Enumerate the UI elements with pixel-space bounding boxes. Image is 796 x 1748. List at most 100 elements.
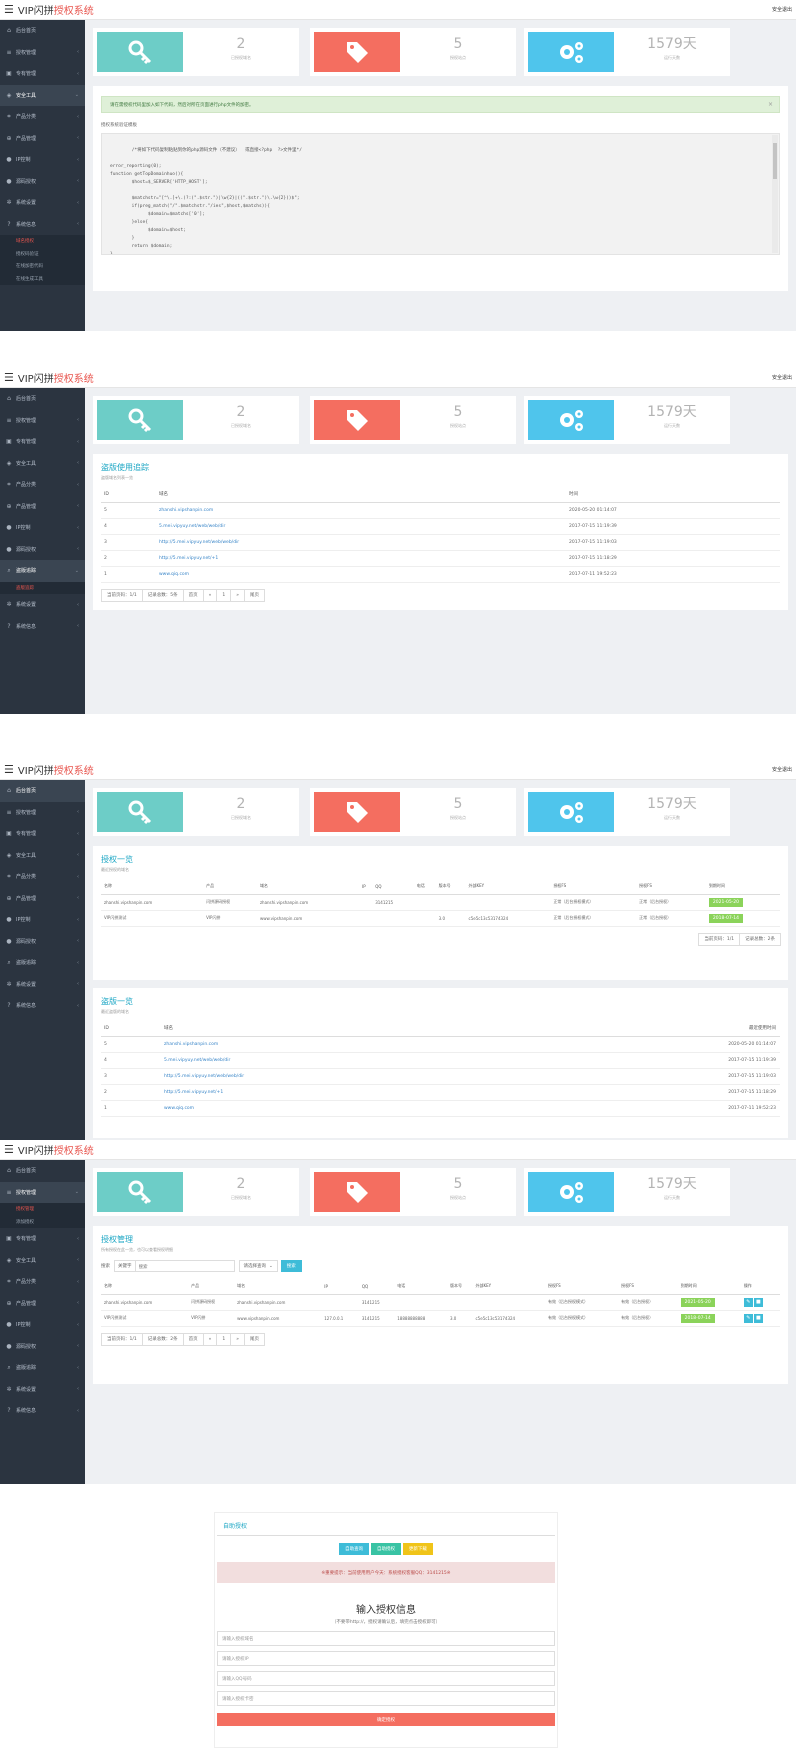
sidebar-item[interactable]: ▣ 专有管理 ‹: [0, 431, 85, 453]
pager-item[interactable]: »: [230, 588, 246, 602]
submenu-item[interactable]: 添加授权: [16, 1219, 34, 1225]
table-cell[interactable]: zhanshi.vipshanpin.com: [161, 1036, 641, 1053]
edit-icon[interactable]: ✎: [743, 1297, 753, 1307]
search-button[interactable]: 搜索: [280, 1260, 302, 1272]
sidebar-item[interactable]: ⌂ 后台首页: [0, 780, 85, 802]
logout-link[interactable]: 安全退出: [771, 375, 792, 381]
submit-button[interactable]: 确定授权: [217, 1713, 555, 1726]
sidebar-item[interactable]: ● IP控制 ‹: [0, 909, 85, 931]
submenu-item[interactable]: 在线生成工具: [16, 276, 43, 282]
logout-link[interactable]: 安全退出: [771, 7, 792, 13]
delete-icon[interactable]: ■: [753, 1313, 763, 1323]
sidebar-item[interactable]: ◈ 安全工具 ‹: [0, 453, 85, 475]
sidebar-item[interactable]: ⌕ 盗版追踪 ‹: [0, 952, 85, 974]
submenu-item[interactable]: 域名授权: [16, 239, 34, 245]
pager-item[interactable]: 记录总数：2条: [141, 1332, 184, 1346]
sidebar-item[interactable]: ● 源码授权 ‹: [0, 931, 85, 953]
pager-item[interactable]: 1: [216, 1332, 232, 1346]
sidebar-item[interactable]: ⊕ 产品管理 ‹: [0, 128, 85, 150]
sidebar-item[interactable]: ? 系统信息 ‹: [0, 1400, 85, 1422]
sidebar-item[interactable]: ● 源码授权 ‹: [0, 171, 85, 193]
sidebar-item[interactable]: ⌗ 产品分类 ‹: [0, 866, 85, 888]
sidebar-item[interactable]: ⌂ 后台首页: [0, 388, 85, 410]
query-button[interactable]: 自助查询: [339, 1543, 370, 1555]
pager-item[interactable]: 当前页码：1/1: [101, 1332, 143, 1346]
pager-item[interactable]: 当前页码：1/1: [101, 588, 143, 602]
table-cell[interactable]: http://5.mei.vipyuy.net/web/web/dir: [156, 534, 566, 551]
sidebar-item[interactable]: ≡ 授权管理 ⌄: [0, 1181, 85, 1203]
auth-input-field[interactable]: 请输入授权IP: [217, 1651, 555, 1666]
table-cell[interactable]: www.qiq.com: [161, 1100, 641, 1117]
sidebar-item[interactable]: ? 系统信息 ‹: [0, 995, 85, 1017]
sidebar-item[interactable]: ◈ 安全工具 ‹: [0, 1250, 85, 1272]
sidebar-item[interactable]: ⌕ 盗版追踪 ⌄: [0, 560, 85, 582]
sidebar-item[interactable]: ⌗ 产品分类 ‹: [0, 106, 85, 128]
close-icon[interactable]: ×: [767, 101, 773, 108]
sidebar-item[interactable]: ⌕ 盗版追踪 ‹: [0, 1357, 85, 1379]
download-button[interactable]: 更新下载: [402, 1543, 433, 1555]
table-cell[interactable]: www.qiq.com: [156, 566, 566, 583]
sidebar-item[interactable]: ⌗ 产品分类 ‹: [0, 1271, 85, 1293]
menu-icon[interactable]: ☰: [4, 3, 14, 16]
sidebar-item[interactable]: ● 源码授权 ‹: [0, 1336, 85, 1358]
auth-input-field[interactable]: 请输入授权卡密: [217, 1691, 555, 1706]
sidebar-item[interactable]: ✲ 系统设置 ‹: [0, 1379, 85, 1401]
scrollbar[interactable]: [772, 135, 778, 253]
sidebar-item[interactable]: ⌂ 后台首页: [0, 1160, 85, 1182]
sidebar-item[interactable]: ✲ 系统设置 ‹: [0, 974, 85, 996]
pager-item[interactable]: 1: [216, 588, 232, 602]
menu-icon[interactable]: ☰: [4, 1143, 14, 1156]
sidebar-item[interactable]: ⌗ 产品分类 ‹: [0, 474, 85, 496]
table-cell[interactable]: 5.mei.vipyuy.net/web/web/dir: [156, 518, 566, 535]
table-cell[interactable]: http://5.mei.vipyuy.net/web/web/dir: [161, 1068, 641, 1085]
pager-item[interactable]: «: [202, 1332, 218, 1346]
sidebar-item[interactable]: ● IP控制 ‹: [0, 149, 85, 171]
pager-item[interactable]: 首页: [182, 1332, 204, 1346]
table-cell[interactable]: 5.mei.vipyuy.net/web/web/dir: [161, 1052, 641, 1069]
sidebar-item[interactable]: ≡ 授权管理 ‹: [0, 410, 85, 432]
pager-item[interactable]: 首页: [182, 588, 204, 602]
pager-item[interactable]: 尾页: [244, 1332, 266, 1346]
menu-icon[interactable]: ☰: [4, 371, 14, 384]
search-field-select[interactable]: 关键字: [114, 1260, 136, 1272]
search-input[interactable]: [134, 1260, 235, 1272]
sidebar-item[interactable]: ? 系统信息 ‹: [0, 616, 85, 638]
table-cell[interactable]: http://5.mei.vipyuy.net/+1: [156, 550, 566, 567]
sidebar-item[interactable]: ✲ 系统设置 ‹: [0, 594, 85, 616]
self-auth-button[interactable]: 自助授权: [371, 1543, 401, 1555]
table-cell[interactable]: http://5.mei.vipyuy.net/+1: [161, 1084, 641, 1101]
sidebar-item[interactable]: ▣ 专有管理 ‹: [0, 823, 85, 845]
sidebar-item[interactable]: ⊕ 产品管理 ‹: [0, 888, 85, 910]
sidebar-item[interactable]: ● IP控制 ‹: [0, 517, 85, 539]
sidebar-item[interactable]: ● IP控制 ‹: [0, 1314, 85, 1336]
submenu-item[interactable]: 在线加密代码: [16, 264, 43, 270]
pager-item[interactable]: «: [202, 588, 218, 602]
table-cell[interactable]: zhanshi.vipshanpin.com: [156, 502, 566, 519]
submenu-item[interactable]: 授权码验证: [16, 251, 39, 257]
auth-input-field[interactable]: 请输入QQ号码: [217, 1671, 555, 1686]
sidebar-item[interactable]: ? 系统信息 ‹: [0, 214, 85, 236]
sidebar-item[interactable]: ▣ 专有管理 ‹: [0, 1228, 85, 1250]
sidebar-item[interactable]: ≡ 授权管理 ‹: [0, 802, 85, 824]
sidebar-item[interactable]: ≡ 授权管理 ‹: [0, 42, 85, 64]
query-select[interactable]: 请选择查询 ⌄: [238, 1260, 278, 1272]
sidebar-item[interactable]: ● 源码授权 ‹: [0, 539, 85, 561]
edit-icon[interactable]: ✎: [743, 1313, 753, 1323]
pager-item[interactable]: 记录总数：5条: [141, 588, 184, 602]
delete-icon[interactable]: ■: [753, 1297, 763, 1307]
submenu-item[interactable]: 盗版追踪: [16, 585, 34, 591]
sidebar-item[interactable]: ◈ 安全工具 ‹: [0, 845, 85, 867]
sidebar-item[interactable]: ⊕ 产品管理 ‹: [0, 496, 85, 518]
sidebar-item[interactable]: ⌂ 后台首页: [0, 20, 85, 42]
auth-input-field[interactable]: 请输入授权域名: [217, 1631, 555, 1646]
sidebar-item[interactable]: ▣ 专有管理 ‹: [0, 63, 85, 85]
code-textarea[interactable]: /*将如下代码复制粘贴到你的php源码文件（不建议） 或直接<?php ?>文件…: [101, 133, 780, 255]
pager-item[interactable]: »: [230, 1332, 246, 1346]
sidebar-item[interactable]: ✲ 系统设置 ‹: [0, 192, 85, 214]
pager-item[interactable]: 记录总数：2条: [739, 932, 781, 946]
logout-link[interactable]: 安全退出: [771, 767, 792, 773]
sidebar-item[interactable]: ◈ 安全工具 ⌄: [0, 84, 85, 106]
sidebar-item[interactable]: ⊕ 产品管理 ‹: [0, 1293, 85, 1315]
pager-item[interactable]: 当前页码：1/1: [698, 932, 741, 946]
menu-icon[interactable]: ☰: [4, 763, 14, 776]
